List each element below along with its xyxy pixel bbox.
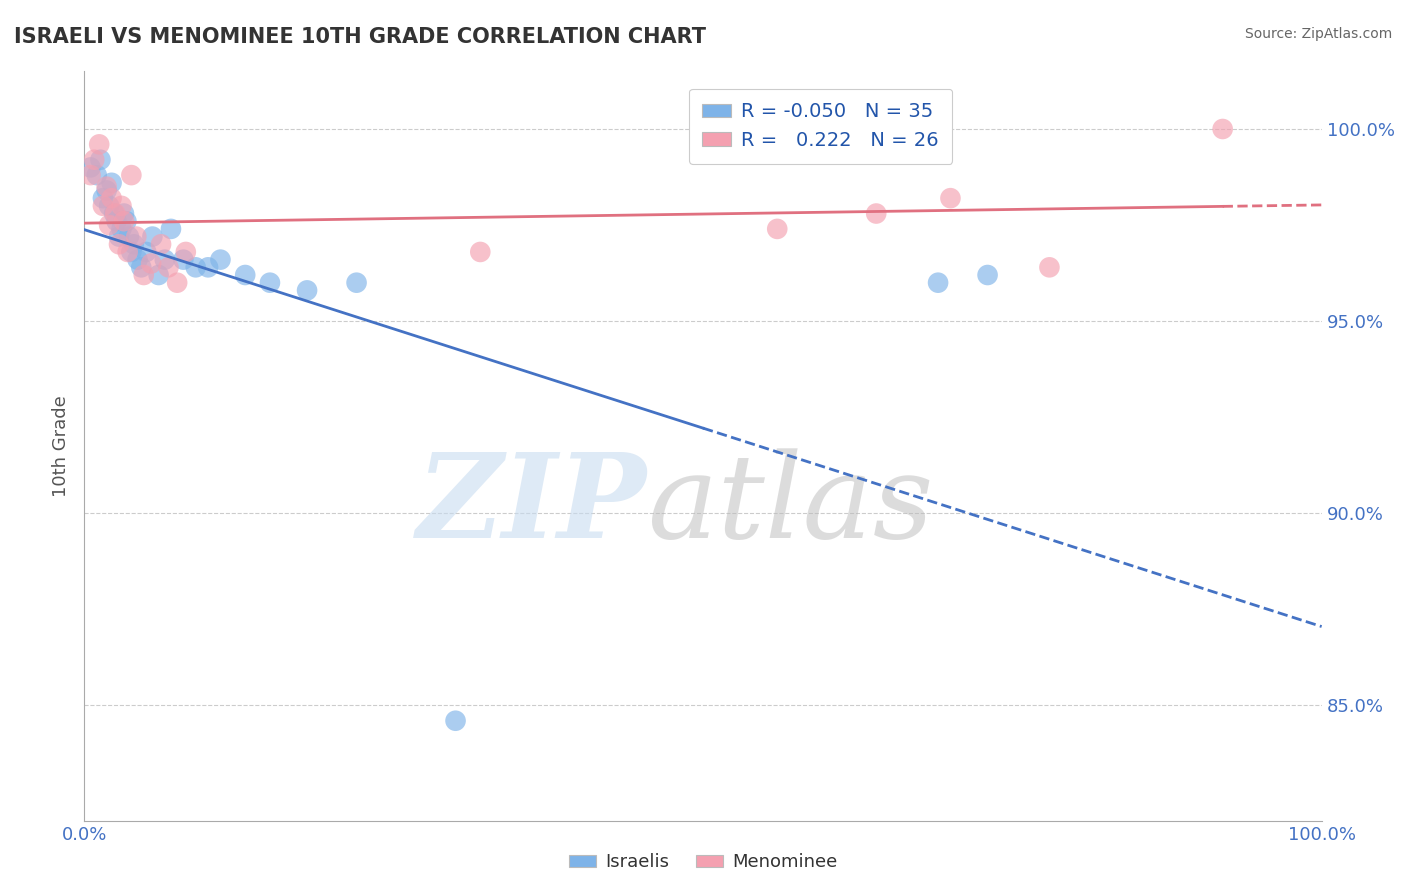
Point [132, 268, 155, 282]
Point [110, 222, 132, 236]
Point [118, 229, 141, 244]
Legend: Israelis, Menominee: Israelis, Menominee [561, 847, 845, 879]
Point [100, 191, 122, 205]
Point [112, 214, 135, 228]
Point [108, 229, 131, 244]
Point [470, 244, 492, 259]
Legend: R = -0.050   N = 35, R =   0.222   N = 26: R = -0.050 N = 35, R = 0.222 N = 26 [689, 88, 952, 163]
Point [120, 168, 142, 182]
Point [98, 199, 121, 213]
Point [129, 260, 152, 275]
Point [295, 284, 318, 298]
Point [122, 237, 145, 252]
Point [98, 218, 121, 232]
Point [939, 191, 962, 205]
Point [233, 268, 256, 282]
Point [157, 260, 180, 275]
Point [174, 244, 197, 259]
Point [89, 137, 111, 152]
Point [444, 714, 467, 728]
Point [83, 153, 105, 167]
Point [110, 199, 132, 213]
Point [160, 222, 183, 236]
Point [1038, 260, 1060, 275]
Point [172, 252, 194, 267]
Point [865, 206, 887, 220]
Point [96, 179, 118, 194]
Point [135, 244, 157, 259]
Text: ZIP: ZIP [418, 449, 647, 564]
Point [766, 222, 789, 236]
Point [125, 229, 148, 244]
Text: atlas: atlas [647, 449, 934, 564]
Point [103, 206, 125, 220]
Point [127, 252, 149, 267]
Point [1212, 122, 1234, 136]
Point [141, 229, 163, 244]
Point [108, 237, 131, 252]
Point [91, 199, 114, 213]
Point [153, 252, 176, 267]
Point [209, 252, 232, 267]
Text: ISRAELI VS MENOMINEE 10TH GRADE CORRELATION CHART: ISRAELI VS MENOMINEE 10TH GRADE CORRELAT… [14, 27, 706, 46]
Text: Source: ZipAtlas.com: Source: ZipAtlas.com [1244, 27, 1392, 41]
Y-axis label: 10th Grade: 10th Grade [52, 395, 70, 497]
Point [141, 256, 163, 270]
Point [86, 168, 108, 182]
Point [105, 214, 128, 228]
Point [346, 276, 368, 290]
Point [104, 206, 127, 220]
Point [120, 244, 142, 259]
Point [89, 153, 111, 167]
Point [150, 237, 173, 252]
Point [112, 206, 135, 220]
Point [79, 168, 101, 182]
Point [976, 268, 998, 282]
Point [148, 268, 170, 282]
Point [259, 276, 281, 290]
Point [115, 214, 138, 228]
Point [96, 184, 118, 198]
Point [184, 260, 207, 275]
Point [197, 260, 219, 275]
Point [100, 176, 122, 190]
Point [927, 276, 949, 290]
Point [79, 161, 101, 175]
Point [166, 276, 188, 290]
Point [117, 244, 139, 259]
Point [91, 191, 114, 205]
